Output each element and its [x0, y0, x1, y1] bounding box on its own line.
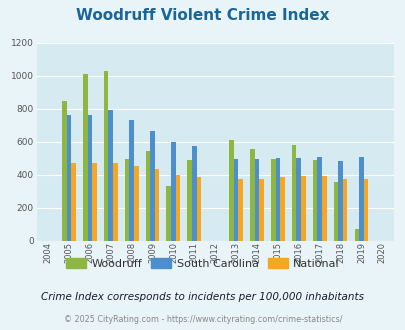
Bar	[175, 175, 180, 241]
Bar	[104, 71, 108, 241]
Bar	[337, 161, 342, 241]
Bar	[358, 157, 363, 241]
Bar	[254, 159, 259, 241]
Text: Woodruff Violent Crime Index: Woodruff Violent Crime Index	[76, 8, 329, 23]
Bar	[321, 176, 326, 241]
Bar	[171, 142, 175, 241]
Bar	[108, 110, 113, 241]
Bar	[291, 145, 296, 241]
Bar	[301, 176, 305, 241]
Legend: Woodruff, South Carolina, National: Woodruff, South Carolina, National	[62, 254, 343, 273]
Text: © 2025 CityRating.com - https://www.cityrating.com/crime-statistics/: © 2025 CityRating.com - https://www.city…	[64, 315, 341, 324]
Bar	[333, 182, 337, 241]
Bar	[228, 140, 233, 241]
Bar	[154, 169, 159, 241]
Bar	[249, 149, 254, 241]
Bar	[62, 101, 66, 241]
Bar	[113, 163, 117, 241]
Bar	[87, 115, 92, 241]
Bar	[129, 120, 134, 241]
Bar	[238, 179, 242, 241]
Bar	[279, 177, 284, 241]
Bar	[259, 179, 263, 241]
Bar	[312, 160, 317, 241]
Bar	[233, 159, 238, 241]
Bar	[134, 166, 138, 241]
Bar	[354, 229, 358, 241]
Bar	[363, 179, 367, 241]
Text: Crime Index corresponds to incidents per 100,000 inhabitants: Crime Index corresponds to incidents per…	[41, 292, 364, 302]
Bar	[317, 157, 321, 241]
Bar	[92, 163, 96, 241]
Bar	[124, 159, 129, 241]
Bar	[187, 160, 192, 241]
Bar	[83, 74, 87, 241]
Bar	[275, 158, 279, 241]
Bar	[270, 159, 275, 241]
Bar	[342, 179, 347, 241]
Bar	[71, 163, 76, 241]
Bar	[166, 186, 171, 241]
Bar	[145, 151, 150, 241]
Bar	[192, 146, 196, 241]
Bar	[296, 158, 301, 241]
Bar	[66, 115, 71, 241]
Bar	[196, 177, 201, 241]
Bar	[150, 131, 154, 241]
